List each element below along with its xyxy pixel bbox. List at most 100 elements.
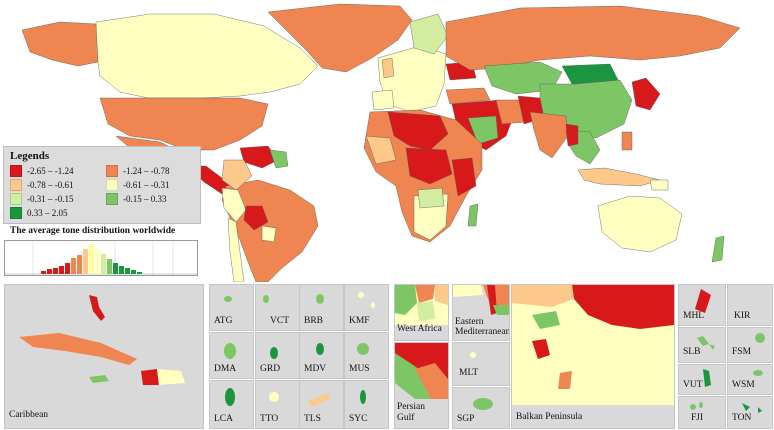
greenland [267,3,413,73]
legend-item: -0.78 – -0.61 [10,179,74,191]
inset-label: TLS [304,414,321,424]
inset-label: TTO [260,414,279,424]
saudi-arabia [467,115,499,145]
inset-vut: VUT [678,364,726,395]
inset-label: Mediterranean [455,327,510,337]
usa [99,97,269,151]
uk [381,57,395,79]
legend-item: -0.31 – -0.15 [10,193,74,205]
png [649,179,669,191]
colombia [221,159,253,191]
inset-kir: KIR [727,284,773,326]
inset-slb: SLB [678,327,726,363]
inset-label: FSM [732,347,752,357]
legend-item: 0.33 – 2.05 [10,207,68,219]
australia [597,195,683,253]
legend-item: -0.15 – 0.33 [106,193,167,205]
legend-title: Legends [10,150,50,162]
inset-label: KIR [734,311,751,321]
legend-item: -0.61 – -0.31 [106,179,170,191]
legend-label: -2.65 – -1.24 [27,166,74,176]
inset-label: Gulf [397,413,415,423]
inset-syc: SYC [344,380,389,429]
inset-tls: TLS [299,380,344,429]
legend-label: 0.33 – 2.05 [27,208,68,218]
turkey [445,87,491,105]
canada [95,13,319,99]
inset-label: TON [732,413,752,423]
scandinavia [409,13,449,55]
inset-ton: TON [727,396,773,429]
legend-swatch [106,179,118,191]
inset-label: VUT [683,380,703,390]
bolivia [243,205,269,231]
inset-lca: LCA [209,380,254,429]
chile [227,217,245,282]
alaska [21,21,99,67]
inset-wsm: WSM [727,364,773,395]
inset-label: Persian [397,402,425,412]
inset-label: MUS [349,364,370,374]
inset-label: Balkan Peninsula [516,412,583,422]
inset-caribbean: Caribbean [4,284,204,429]
inset-label: MLT [459,368,479,378]
venezuela [239,145,279,169]
inset-persian-gulf: Persian Gulf [394,342,449,429]
india [529,111,569,159]
indonesia [577,167,661,187]
inset-kmf: KMF [344,284,389,331]
inset-label: KMF [349,316,370,326]
inset-brb: BRB [299,284,344,331]
inset-mdv: MDV [299,332,344,379]
madagascar [467,203,479,227]
russia [445,5,741,71]
legend-swatch [10,165,22,177]
inset-label: WSM [732,380,755,390]
legend-label: -0.31 – -0.15 [27,194,74,204]
inset-label: Caribbean [9,410,49,420]
inset-label: MDV [304,364,327,374]
peru [221,187,247,223]
paraguay [261,225,277,243]
jamaica [89,375,109,383]
inset-fji: FJI [678,396,726,429]
inset-mus: MUS [344,332,389,379]
inset-label: GRD [260,364,281,374]
inset-west-africa: West Africa [394,284,449,341]
inset-fsm: FSM [727,327,773,363]
legend-swatch [10,207,22,219]
legend-swatch [10,193,22,205]
inset-label: DMA [214,364,237,374]
inset-vct: VCT [255,284,300,331]
angola-zambia [417,187,445,209]
distribution-title: The average tone distribution worldwide [10,226,176,236]
west-africa-fill [365,135,397,165]
inset-tto: TTO [255,380,300,429]
inset-mlt: MLT [452,342,510,386]
myanmar [565,123,579,147]
inset-label: West Africa [397,324,442,334]
inset-label: BRB [304,316,324,326]
inset-label: Eastern [455,317,484,327]
inset-sgp: SGP [452,387,510,429]
central-africa [405,147,453,185]
legend-label: -0.78 – -0.61 [27,180,74,190]
inset-grd: GRD [255,332,300,379]
legend-label: -0.15 – 0.33 [123,194,167,204]
legend-swatch [10,179,22,191]
inset-label: FJI [691,413,704,423]
legend-swatch [106,193,118,205]
inset-label: ATG [214,316,233,326]
japan-korea [631,77,661,111]
inset-mhl: MHL [678,284,726,326]
new-zealand [711,235,725,263]
legend-item: -1.24 – -0.78 [106,165,170,177]
east-africa [451,157,477,197]
legend-item: -2.65 – -1.24 [10,165,74,177]
iberia [371,89,395,111]
legend-swatch [106,165,118,177]
map-legend: Legends -2.65 – -1.24 -1.24 – -0.78 -0.7… [3,146,201,224]
inset-atg: ATG [209,284,254,331]
inset-label: SGP [457,414,475,424]
inset-label: VCT [270,316,289,326]
